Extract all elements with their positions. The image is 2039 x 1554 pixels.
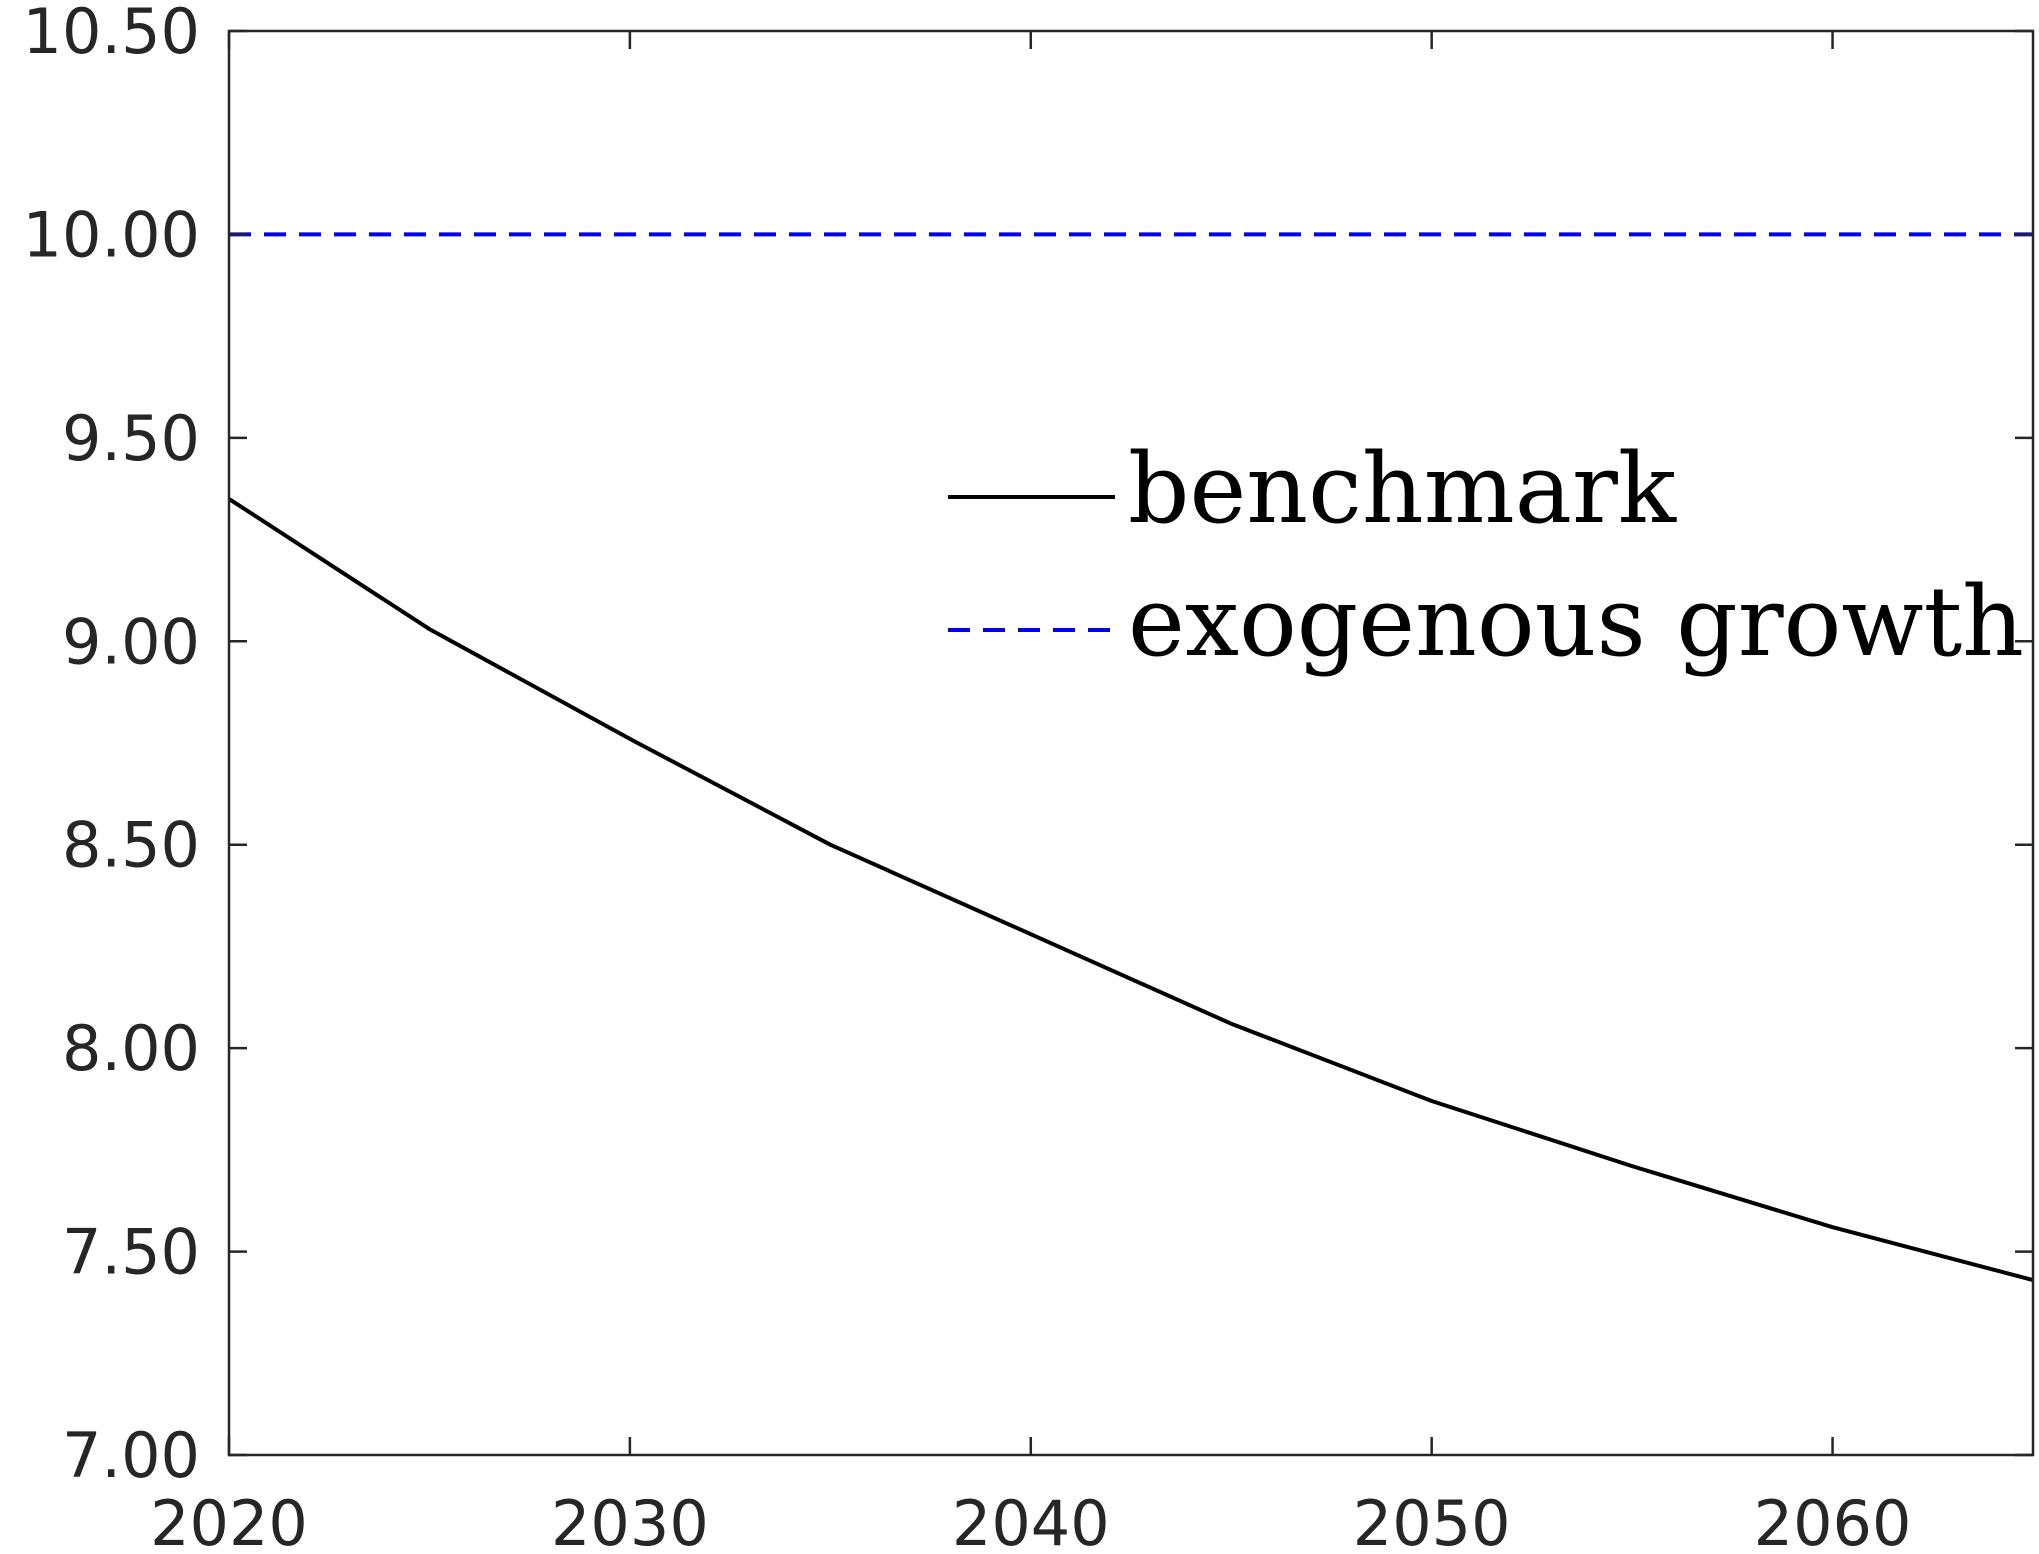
y-tick-label: 10.50 bbox=[23, 0, 201, 68]
x-tick-label: 2060 bbox=[1754, 1487, 1912, 1554]
y-tick-label: 10.00 bbox=[23, 198, 201, 271]
plot-frame bbox=[227, 29, 2035, 1457]
x-tick-label: 2050 bbox=[1353, 1487, 1511, 1554]
plot-background bbox=[229, 31, 2033, 1455]
x-tick-labels: 2020 2030 2040 2050 2060 bbox=[150, 1487, 1911, 1554]
x-tick-label: 2020 bbox=[150, 1487, 308, 1554]
y-tick-label: 8.50 bbox=[62, 809, 200, 882]
legend-label: exogenous growth bbox=[1128, 566, 2024, 678]
x-tick-label: 2030 bbox=[551, 1487, 709, 1554]
series-line-benchmark bbox=[227, 497, 2034, 1283]
y-tick-labels: 7.00 7.50 8.00 8.50 9.00 9.50 10.00 10.50 bbox=[23, 0, 201, 1492]
legend-label: benchmark bbox=[1128, 433, 1677, 545]
y-tick-label: 8.00 bbox=[62, 1012, 200, 1085]
y-tick-label: 9.00 bbox=[62, 605, 200, 678]
y-tick-label: 7.50 bbox=[62, 1216, 200, 1289]
tick-layer bbox=[227, 29, 2033, 1457]
series-layer bbox=[227, 232, 2034, 1283]
y-tick-label: 9.50 bbox=[62, 402, 200, 475]
x-tick-label: 2040 bbox=[952, 1487, 1110, 1554]
legend: benchmark exogenous growth bbox=[948, 433, 2024, 678]
y-tick-label: 7.00 bbox=[62, 1419, 200, 1492]
